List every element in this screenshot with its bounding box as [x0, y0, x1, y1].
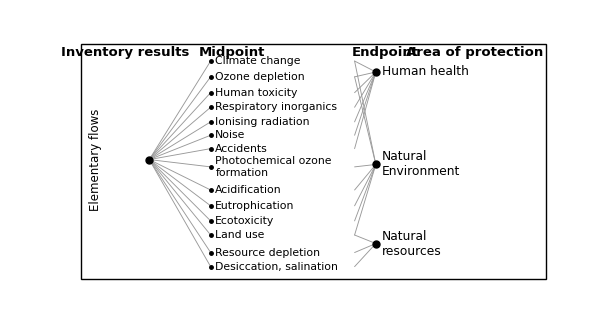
Text: Endpoint: Endpoint — [352, 46, 419, 59]
Text: Elementary flows: Elementary flows — [90, 108, 102, 211]
Text: Inventory results: Inventory results — [62, 46, 190, 59]
Text: Ionising radiation: Ionising radiation — [216, 117, 310, 127]
FancyBboxPatch shape — [81, 44, 546, 279]
Text: Land use: Land use — [216, 230, 265, 240]
Text: Human toxicity: Human toxicity — [216, 88, 298, 98]
Text: Ecotoxicity: Ecotoxicity — [216, 216, 275, 226]
Text: Desiccation, salination: Desiccation, salination — [216, 262, 338, 272]
Text: Resource depletion: Resource depletion — [216, 247, 320, 258]
Text: Eutrophication: Eutrophication — [216, 201, 295, 211]
Text: Human health: Human health — [382, 65, 469, 78]
Text: Natural
Environment: Natural Environment — [382, 150, 460, 179]
Text: Climate change: Climate change — [216, 56, 301, 66]
Text: Midpoint: Midpoint — [199, 46, 265, 59]
Text: Ozone depletion: Ozone depletion — [216, 72, 305, 82]
Text: Noise: Noise — [216, 130, 246, 140]
Text: Respiratory inorganics: Respiratory inorganics — [216, 102, 337, 112]
Text: Accidents: Accidents — [216, 144, 268, 154]
Text: Acidification: Acidification — [216, 185, 282, 195]
Text: Photochemical ozone
formation: Photochemical ozone formation — [216, 156, 332, 178]
Text: Area of protection: Area of protection — [406, 46, 544, 59]
Text: Natural
resources: Natural resources — [382, 229, 442, 258]
